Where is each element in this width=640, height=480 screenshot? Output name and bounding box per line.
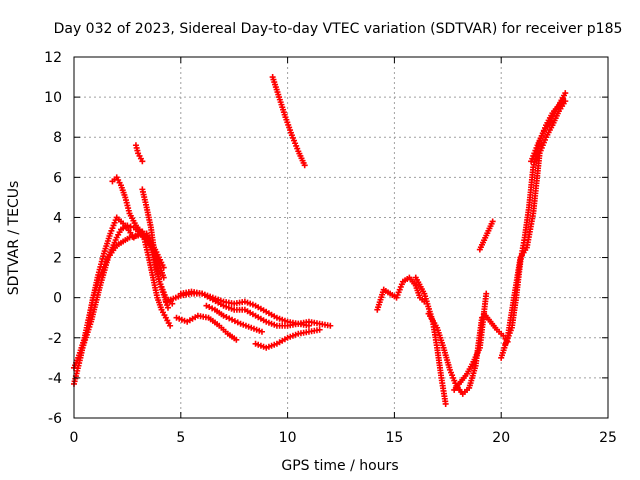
- x-tick-label: 25: [599, 430, 617, 446]
- y-tick-label: 12: [44, 50, 62, 66]
- x-axis-label: GPS time / hours: [281, 458, 398, 474]
- chart-title: Day 032 of 2023, Sidereal Day-to-day VTE…: [54, 21, 623, 37]
- data-point: [164, 304, 171, 311]
- data-point: [127, 223, 134, 230]
- data-point: [258, 328, 265, 335]
- plot-frame: [73, 56, 609, 419]
- data-point: [169, 300, 176, 307]
- series-sat-q: [476, 218, 496, 253]
- x-tick-label: 10: [279, 430, 297, 446]
- series-sat-a: [71, 222, 174, 387]
- data-point: [560, 96, 567, 103]
- data-point: [483, 290, 490, 297]
- y-tick-label: -4: [48, 371, 62, 387]
- y-tick-label: 4: [53, 210, 62, 226]
- data-point: [160, 274, 167, 281]
- data-point: [327, 322, 334, 329]
- series-sat-e: [132, 142, 146, 165]
- y-tick-label: 2: [53, 251, 62, 267]
- y-tick-label: 10: [44, 90, 62, 106]
- y-tick-label: -6: [48, 411, 62, 427]
- data-point: [301, 162, 308, 169]
- data-point: [489, 218, 496, 225]
- series-sat-l: [269, 74, 308, 169]
- series-sat-t: [498, 98, 569, 361]
- x-tick-label: 15: [385, 430, 403, 446]
- axis-ticks: 0 5 10 15 20 25 -6 -4 -2 0 2 4 6 8 10 12: [44, 50, 617, 446]
- series-sat-j: [203, 302, 265, 335]
- series-sat-p: [451, 290, 490, 393]
- series-sat-m: [374, 274, 428, 313]
- data-point: [442, 400, 449, 407]
- data-point: [167, 322, 174, 329]
- series-sat-i: [173, 312, 240, 343]
- x-tick-label: 20: [492, 430, 510, 446]
- series-sat-r: [481, 310, 511, 345]
- x-tick-label: 5: [176, 430, 185, 446]
- data-point: [316, 326, 323, 333]
- series-sat-f: [139, 186, 176, 307]
- series-sat-d: [109, 174, 167, 281]
- data-marks: [71, 74, 569, 407]
- y-axis-label: SDTVAR / TECUs: [6, 181, 22, 296]
- x-tick-label: 0: [70, 430, 79, 446]
- series-sat-h: [177, 288, 334, 329]
- y-tick-label: 8: [53, 130, 62, 146]
- data-point: [139, 158, 146, 165]
- series-sat-k: [252, 326, 323, 351]
- y-tick-label: 6: [53, 170, 62, 186]
- data-point: [562, 90, 569, 97]
- data-point: [233, 336, 240, 343]
- series-sat-u: [528, 96, 567, 165]
- y-tick-label: -2: [48, 331, 62, 347]
- y-tick-label: 0: [53, 291, 62, 307]
